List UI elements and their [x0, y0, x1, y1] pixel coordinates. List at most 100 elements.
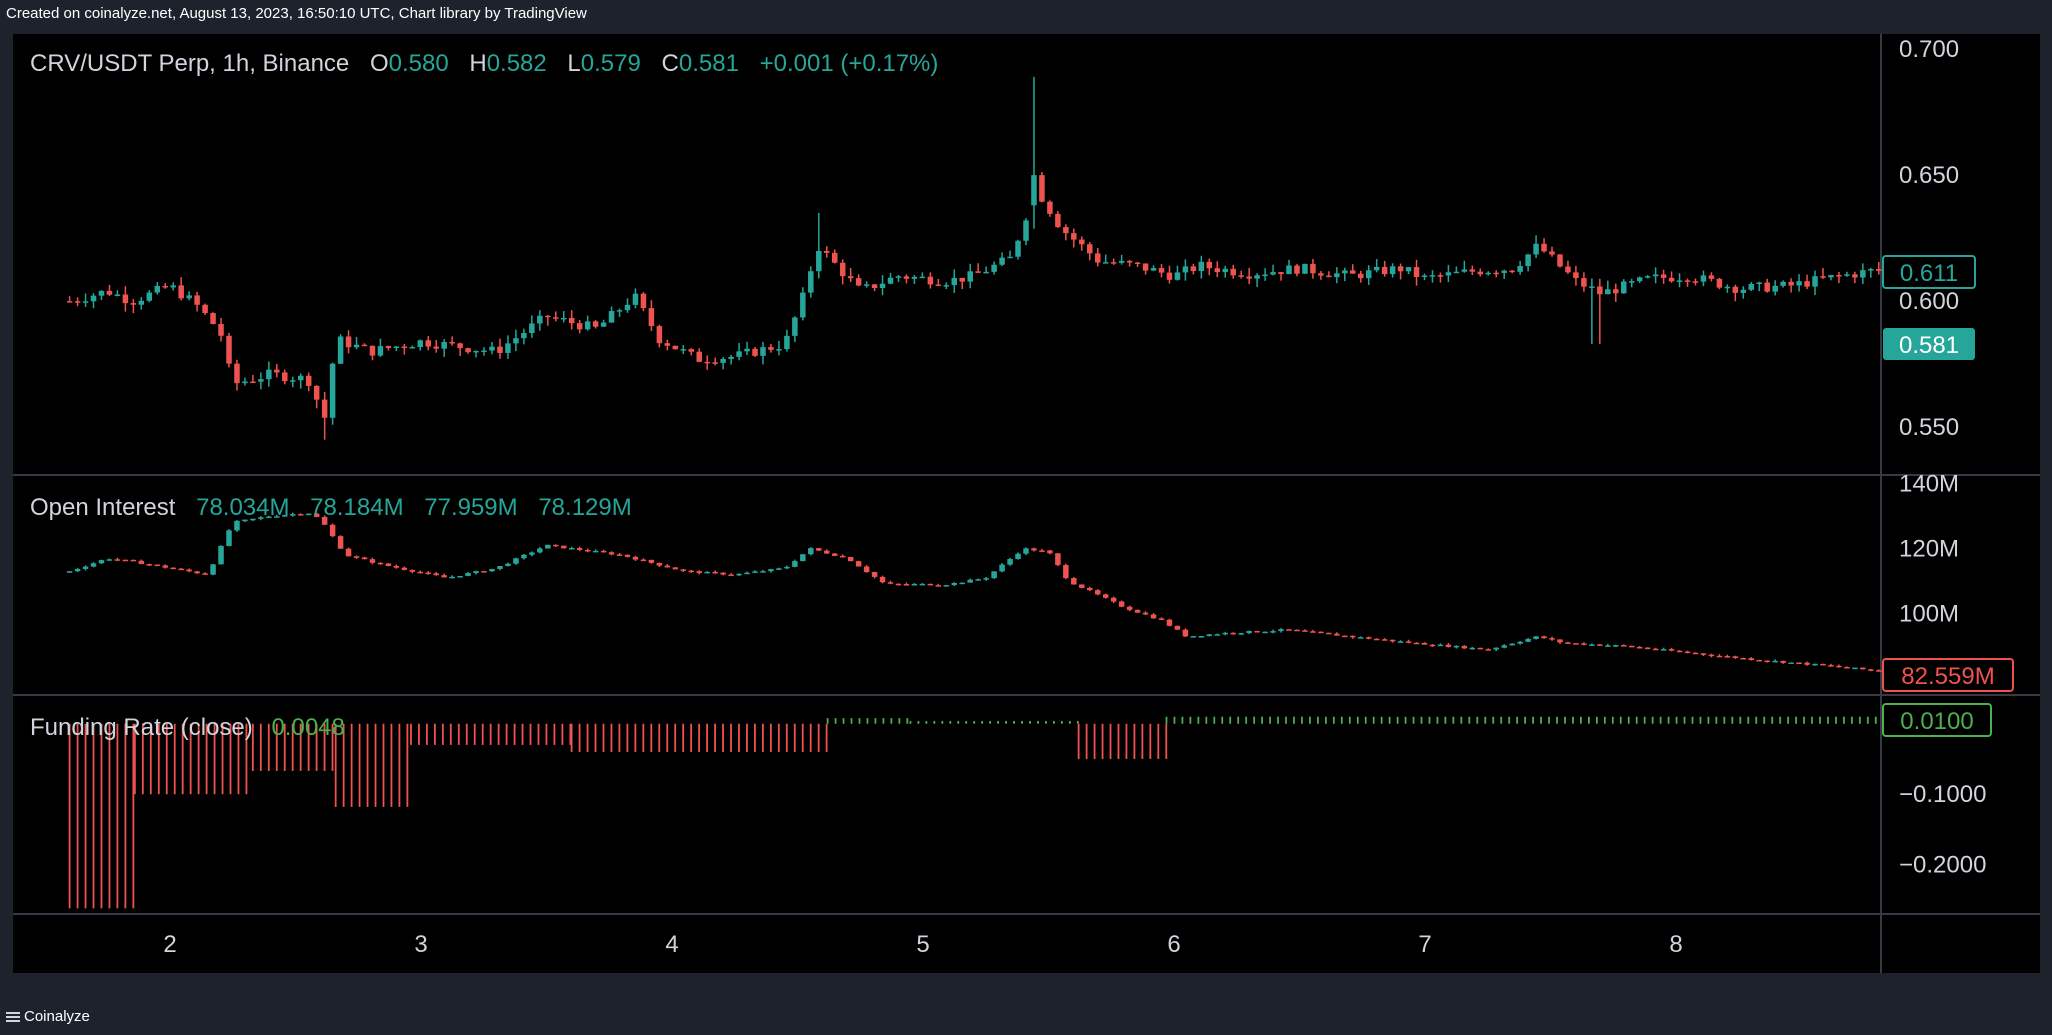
- candle-body: [130, 559, 137, 562]
- candle-body: [800, 292, 806, 318]
- funding-bar: [1452, 716, 1455, 724]
- funding-bar: [1747, 716, 1750, 724]
- candle-body: [274, 516, 280, 518]
- funding-bar: [1165, 723, 1168, 759]
- funding-bar: [553, 723, 556, 745]
- candle-body: [170, 285, 176, 288]
- candle-body: [616, 554, 623, 556]
- candle-body: [895, 276, 902, 278]
- candle-body: [1724, 286, 1731, 289]
- candle-body: [720, 572, 726, 575]
- oi-name: Open Interest: [30, 494, 176, 521]
- candle-body: [672, 567, 679, 570]
- funding-bar: [1229, 716, 1232, 724]
- funding-bar: [374, 723, 377, 807]
- funding-bar: [489, 723, 492, 745]
- candle-body: [202, 573, 208, 575]
- candle-body: [736, 351, 742, 357]
- candle-body: [1684, 280, 1691, 282]
- funding-bar: [658, 723, 661, 752]
- candle-body: [1605, 289, 1611, 295]
- funding-bar: [1436, 716, 1439, 724]
- candle-body: [1525, 254, 1531, 267]
- x-tick-label: 3: [414, 931, 427, 958]
- oi-high: 78.184M: [310, 494, 403, 521]
- funding-bar: [1675, 716, 1678, 724]
- candle-body: [489, 346, 495, 351]
- y-tick-label: 100M: [1899, 601, 1959, 628]
- marker-high-text: 0.611: [1900, 260, 1958, 287]
- candle-body: [1214, 634, 1221, 636]
- candle-body: [377, 346, 384, 356]
- candle-body: [1708, 654, 1715, 657]
- candle-body: [1764, 282, 1770, 292]
- candle-body: [98, 560, 105, 564]
- x-tick-label: 8: [1669, 931, 1682, 958]
- funding-bar: [221, 723, 224, 795]
- candle-body: [553, 544, 559, 547]
- candle-body: [1166, 619, 1173, 626]
- candle-body: [1031, 175, 1037, 206]
- candle-body: [879, 576, 886, 583]
- funding-value: 0.0048: [271, 714, 344, 741]
- brand-logo[interactable]: Coinalyze: [6, 1008, 90, 1025]
- candle-body: [1326, 275, 1332, 278]
- funding-bar: [981, 720, 984, 724]
- candle-body: [1071, 578, 1077, 585]
- candle-body: [1310, 263, 1316, 274]
- candle-body: [194, 295, 200, 305]
- funding-bar: [449, 723, 452, 745]
- candle-body: [1421, 275, 1428, 278]
- candle-body: [863, 284, 870, 286]
- candle-body: [1692, 652, 1699, 655]
- candle-body: [1262, 631, 1268, 634]
- candle-body: [521, 554, 527, 559]
- candle-body: [704, 571, 710, 574]
- candle-body: [592, 321, 599, 327]
- candle-body: [887, 582, 894, 584]
- funding-bar: [173, 723, 176, 795]
- x-tick-label: 6: [1167, 931, 1180, 958]
- candle-body: [234, 520, 240, 531]
- funding-bar: [315, 723, 318, 771]
- funding-bar: [1029, 720, 1031, 724]
- funding-bar: [1723, 716, 1726, 724]
- candle-body: [1573, 272, 1579, 279]
- funding-bar: [529, 723, 532, 745]
- candle-body: [999, 564, 1005, 572]
- candle-body: [1876, 269, 1882, 271]
- candle-body: [321, 516, 328, 525]
- candle-body: [1007, 256, 1013, 259]
- funding-bar: [1077, 723, 1080, 759]
- funding-bar: [1850, 716, 1853, 724]
- candle-body: [66, 571, 73, 573]
- candle-body: [1732, 286, 1739, 293]
- candle-body: [1318, 631, 1324, 634]
- candle-body: [1692, 281, 1699, 283]
- funding-bar: [406, 723, 409, 807]
- chart-svg[interactable]: 0.700 0.650 0.600 0.550 140M 120M 100M 0.0100 −0…: [13, 34, 2040, 973]
- candle-body: [847, 556, 854, 562]
- funding-bar: [116, 723, 119, 909]
- candle-body: [1589, 644, 1595, 646]
- funding-bar: [1803, 716, 1805, 724]
- funding-bar: [1293, 716, 1295, 724]
- funding-bar: [1874, 716, 1877, 724]
- funding-bar: [1587, 716, 1590, 724]
- funding-bar: [1348, 716, 1351, 724]
- candle-body: [1788, 662, 1794, 664]
- candle-body: [553, 317, 559, 319]
- candle-body: [1071, 233, 1077, 240]
- funding-bar: [1053, 720, 1055, 724]
- candle-body: [1238, 633, 1244, 635]
- candle-body: [465, 573, 471, 576]
- funding-bar: [513, 723, 516, 745]
- marker-funding-last: 0.0100: [1882, 703, 1992, 737]
- funding-bar: [1213, 716, 1216, 724]
- funding-bar: [229, 723, 232, 795]
- funding-bar: [181, 723, 184, 795]
- candle-body: [290, 380, 296, 382]
- candle-body: [1118, 260, 1125, 263]
- funding-bar: [457, 723, 460, 745]
- menu-icon[interactable]: [6, 1010, 20, 1024]
